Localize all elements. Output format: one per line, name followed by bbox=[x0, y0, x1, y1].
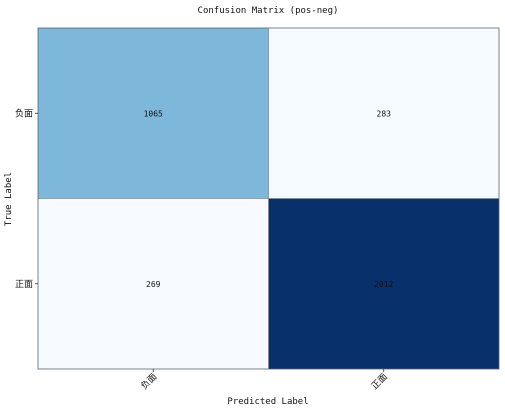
heatmap-cell-0-0 bbox=[38, 28, 269, 199]
x-tick-label-0: 负面 bbox=[138, 371, 159, 392]
cell-value-1-0: 269 bbox=[146, 280, 161, 289]
y-axis-label: True Label bbox=[4, 172, 14, 226]
heatmap-cells bbox=[38, 28, 499, 369]
heatmap-gridlines bbox=[38, 28, 499, 369]
x-axis-ticks: 负面 正面 bbox=[138, 369, 390, 392]
y-tick-label-0: 负面 bbox=[15, 107, 33, 119]
chart-title: Confusion Matrix (pos-neg) bbox=[198, 6, 339, 16]
heatmap-cell-1-0 bbox=[38, 198, 269, 369]
cell-value-labels: 1065 283 269 2012 bbox=[144, 109, 394, 289]
heatmap-cell-0-1 bbox=[268, 28, 499, 199]
cell-value-0-0: 1065 bbox=[144, 109, 163, 118]
x-axis-label: Predicted Label bbox=[227, 397, 308, 407]
cell-value-1-1: 2012 bbox=[374, 280, 393, 289]
plot-frame bbox=[37, 27, 500, 370]
heatmap-cell-1-1 bbox=[268, 198, 499, 369]
cell-value-0-1: 283 bbox=[377, 109, 392, 118]
y-tick-label-1: 正面 bbox=[15, 279, 33, 290]
x-tick-label-1: 正面 bbox=[369, 371, 390, 392]
